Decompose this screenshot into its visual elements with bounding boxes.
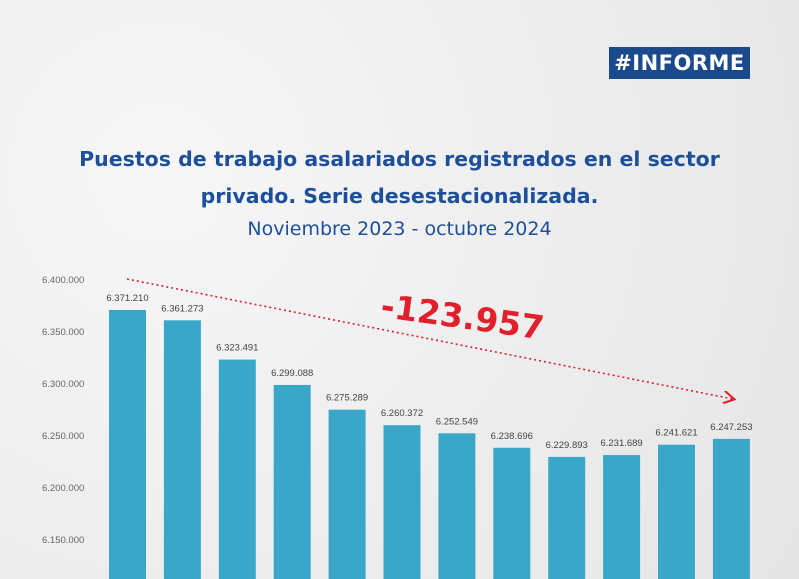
- data-label: 6.231.689: [600, 438, 642, 449]
- data-label: 6.361.273: [161, 303, 203, 314]
- chart-title-line1: Puestos de trabajo asalariados registrad…: [79, 147, 720, 171]
- data-label: 6.241.621: [655, 428, 697, 439]
- data-label: 6.247.253: [710, 422, 752, 433]
- bar: [548, 456, 586, 579]
- bar: [603, 455, 641, 579]
- bar: [658, 444, 695, 579]
- bar: [712, 438, 750, 579]
- data-label: 6.275.289: [326, 393, 368, 404]
- data-label: 6.371.210: [106, 293, 148, 304]
- informe-badge: #INFORME: [609, 47, 750, 79]
- y-tick-label: 6.250.000: [42, 431, 84, 442]
- y-tick-label: 6.400.000: [42, 275, 84, 286]
- bar: [383, 425, 421, 579]
- bar: [328, 409, 366, 579]
- data-label: 6.252.549: [436, 416, 478, 427]
- y-tick-label: 6.300.000: [42, 379, 84, 390]
- bar: [493, 447, 531, 579]
- bar: [163, 320, 201, 579]
- chart-subtitle: Noviembre 2023 - octubre 2024: [247, 218, 552, 240]
- chart-title-line2: privado. Serie desestacionalizada.: [200, 184, 599, 208]
- data-label: 6.323.491: [216, 343, 258, 354]
- y-tick-label: 6.150.000: [42, 535, 84, 546]
- bar: [438, 433, 476, 579]
- bar: [218, 359, 256, 579]
- data-label: 6.238.696: [491, 431, 533, 442]
- data-label: 6.299.088: [271, 368, 313, 379]
- y-tick-label: 6.350.000: [42, 327, 84, 338]
- data-label: 6.260.372: [381, 408, 423, 419]
- y-tick-label: 6.200.000: [42, 483, 84, 494]
- data-label: 6.229.893: [546, 440, 588, 451]
- bar: [273, 384, 311, 579]
- bar: [109, 309, 146, 579]
